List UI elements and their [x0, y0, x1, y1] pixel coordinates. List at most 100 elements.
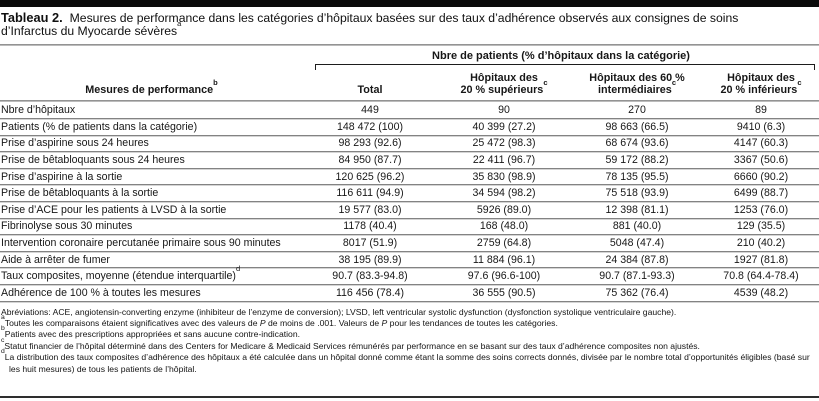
cell-low20: 1927 (81.8): [733, 253, 789, 266]
cell-top20: 25 472 (98.3): [472, 137, 536, 150]
cell-mid60: 98 663 (66.5): [605, 120, 669, 133]
footnote-c: cStatut financier de l’hôpital déterminé…: [1, 336, 700, 351]
table-row: Adhérence de 100 % à toutes les mesures …: [0, 285, 819, 302]
row-label: Patients (% de patients dans la catégori…: [1, 120, 198, 133]
title-rule: [0, 43, 819, 46]
table-number: Tableau 2.: [1, 10, 63, 25]
cell-mid60: 75 362 (76.4): [605, 286, 669, 299]
header-rule: [0, 100, 819, 103]
cell-top20: 34 594 (98.2): [472, 187, 536, 200]
cell-mid60: 68 674 (93.6): [605, 137, 669, 150]
title-footnote-marker: a: [177, 19, 182, 29]
cell-low20: 129 (35.5): [736, 220, 786, 233]
cell-total: 84 950 (87.7): [338, 153, 402, 166]
column-spanner-row: Nbre de patients (% d’hôpitaux dans la c…: [0, 46, 819, 70]
footnote-b-marker: b: [1, 325, 5, 333]
cell-total: 120 625 (96.2): [335, 170, 405, 183]
row-label: Prise de bêtabloquants à la sortie: [1, 187, 159, 200]
row-label: Prise de bêtabloquants sous 24 heures: [1, 153, 185, 166]
footnote-a-marker: a: [1, 313, 5, 321]
cell-top20: 90: [498, 104, 510, 117]
spanner-label: Nbre de patients (% d’hôpitaux dans la c…: [432, 49, 690, 62]
cell-mid60: 5048 (47.4): [609, 236, 665, 249]
cell-mid60: 12 398 (81.1): [605, 203, 669, 216]
cell-low20: 4147 (60.3): [733, 137, 789, 150]
row-label: Adhérence de 100 % à toutes les mesures: [1, 286, 201, 299]
cell-total: 1178 (40.4): [343, 220, 397, 233]
cell-mid60: 90.7 (87.1-93.3): [599, 270, 675, 283]
row-label: Prise d’aspirine à la sortie: [1, 170, 123, 183]
col-header-top20: Hôpitaux des 20 % supérieursc: [460, 71, 548, 97]
footnote-a: aToutes les comparaisons étaient signifi…: [1, 313, 558, 328]
table-top-bar: [0, 0, 819, 7]
table-row: Fibrinolyse sous 30 minutes 1178 (40.4) …: [0, 219, 819, 236]
col-header-measures-sup: b: [213, 78, 218, 88]
spanner-spacer: [0, 50, 303, 70]
table-row: Prise de bêtabloquants sous 24 heures 84…: [0, 152, 819, 169]
footnote-c-marker: c: [1, 336, 5, 344]
row-label: Intervention coronaire percutanée primai…: [1, 236, 281, 249]
cell-low20: 9410 (6.3): [736, 120, 786, 133]
col-header-total: Total: [357, 84, 383, 97]
cell-mid60: 59 172 (88.2): [605, 153, 669, 166]
table-body: Nbre d’hôpitaux 449 90 270 89 Patients (…: [0, 102, 819, 302]
table-row: Prise de bêtabloquants à la sortie 116 6…: [0, 185, 819, 202]
cell-top20: 97.6 (96.6-100): [467, 270, 541, 283]
table-row: Intervention coronaire percutanée primai…: [0, 235, 819, 252]
footnote-d-marker: d: [1, 348, 5, 356]
table-row: Patients (% de patients dans la catégori…: [0, 119, 819, 136]
cell-total: 38 195 (89.9): [338, 253, 402, 266]
row-label: Nbre d’hôpitaux: [1, 104, 76, 117]
cell-top20: 36 555 (90.5): [472, 286, 536, 299]
row-label: Prise d’aspirine sous 24 heures: [1, 137, 149, 150]
footnote-d: dLa distribution des taux composites d’a…: [1, 348, 810, 374]
col-header-mid60: Hôpitaux des 60 % intermédiairesc: [589, 71, 685, 97]
row-label: Taux composites, moyenne (étendue interq…: [1, 264, 241, 283]
cell-low20: 70.8 (64.4-78.4): [723, 270, 799, 283]
cell-top20: 22 411 (96.7): [472, 153, 536, 166]
cell-total: 116 456 (78.4): [335, 286, 405, 299]
spanner-bracket: [315, 63, 815, 70]
cell-low20: 3367 (50.6): [733, 153, 789, 166]
cell-top20: 168 (48.0): [479, 220, 529, 233]
table-title-line2: d’Infarctus du Myocarde sévèresa: [1, 19, 182, 39]
cell-mid60: 881 (40.0): [612, 220, 662, 233]
col-header-top20-sup: c: [543, 78, 548, 88]
cell-mid60: 24 384 (87.8): [605, 253, 669, 266]
cell-total: 19 577 (83.0): [338, 203, 402, 216]
cell-total: 449: [361, 104, 379, 117]
cell-mid60: 270: [628, 104, 646, 117]
row-label: Prise d’ACE pour les patients à LVSD à l…: [1, 203, 227, 216]
cell-low20: 1253 (76.0): [733, 203, 789, 216]
cell-low20: 6660 (90.2): [733, 170, 789, 183]
row-label: Fibrinolyse sous 30 minutes: [1, 220, 133, 233]
cell-total: 116 611 (94.9): [336, 187, 404, 200]
spanner: Nbre de patients (% d’hôpitaux dans la c…: [303, 50, 819, 70]
table-title-text: Mesures de performance dans les catégori…: [69, 11, 739, 25]
cell-total: 148 472 (100): [337, 120, 403, 133]
cell-top20: 35 830 (98.9): [472, 170, 536, 183]
cell-mid60: 78 135 (95.5): [605, 170, 669, 183]
cell-low20: 210 (40.2): [736, 236, 786, 249]
col-header-mid60-sup: c: [671, 78, 676, 88]
cell-top20: 2759 (64.8): [476, 236, 532, 249]
cell-total: 90.7 (83.3-94.8): [332, 270, 408, 283]
table-row: Taux composites, moyenne (étendue interq…: [0, 264, 819, 285]
cell-top20: 11 884 (96.1): [472, 253, 536, 266]
col-header-low20: Hôpitaux des 20 % inférieursc: [720, 71, 802, 97]
table-row: Nbre d’hôpitaux 449 90 270 89: [0, 102, 819, 119]
table-bottom-rule: [0, 396, 819, 398]
col-header-low20-sup: c: [797, 78, 802, 88]
table-row: Prise d’aspirine à la sortie 120 625 (96…: [0, 169, 819, 186]
cell-top20: 40 399 (27.2): [472, 120, 536, 133]
cell-total: 98 293 (92.6): [338, 137, 402, 150]
cell-low20: 4539 (48.2): [733, 286, 789, 299]
col-header-measures: Mesures de performanceb: [85, 78, 218, 97]
cell-total: 8017 (51.9): [342, 236, 398, 249]
cell-low20: 6499 (88.7): [733, 187, 789, 200]
table-title-line1: Tableau 2. Mesures de performance dans le…: [1, 11, 815, 25]
footnote-b: bPatients avec des prescriptions appropr…: [1, 325, 301, 340]
table-row: Prise d’aspirine sous 24 heures 98 293 (…: [0, 136, 819, 153]
table-row: Aide à arrêter de fumer 38 195 (89.9) 11…: [0, 252, 819, 269]
